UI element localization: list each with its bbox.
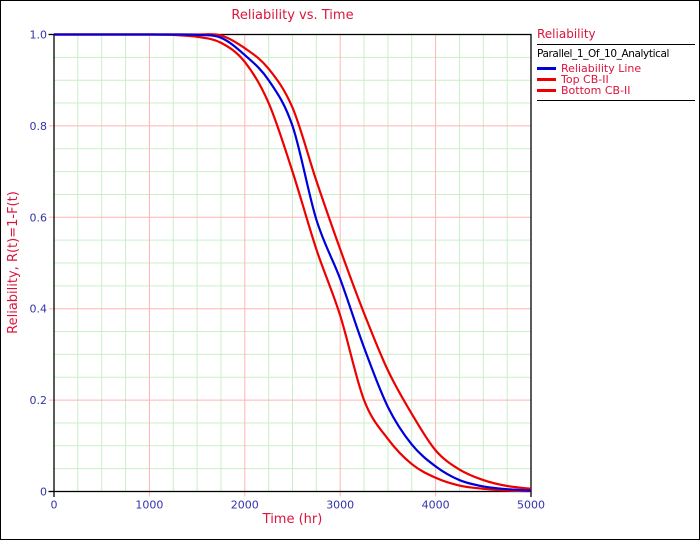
legend-item-bottom-cb: Bottom CB-II — [537, 84, 695, 97]
legend-dataset-name: Parallel_1_Of_10_Analytical — [537, 48, 670, 60]
legend-separator-top — [537, 44, 695, 45]
svg-text:4000: 4000 — [422, 499, 450, 512]
legend-title: Reliability — [537, 27, 596, 41]
legend-separator-bottom — [537, 100, 695, 101]
series-reliability-line — [54, 33, 532, 492]
svg-text:3000: 3000 — [326, 499, 354, 512]
legend-item-label: Reliability Line — [561, 62, 642, 75]
svg-text:5000: 5000 — [517, 499, 545, 512]
legend-item-label: Bottom CB-II — [561, 84, 631, 97]
line-swatch-red — [537, 78, 556, 81]
legend-item-reliability-line: Reliability Line — [537, 62, 695, 75]
legend-item-label: Top CB-II — [561, 73, 609, 86]
line-swatch-blue — [537, 67, 556, 70]
svg-text:1.0: 1.0 — [30, 29, 48, 42]
svg-text:0.2: 0.2 — [30, 394, 48, 407]
line-swatch-red — [537, 89, 556, 92]
y-axis-label: Reliability, R(t)=1-F(t) — [6, 191, 21, 334]
svg-text:0.4: 0.4 — [30, 303, 48, 316]
x-axis-label: Time (hr) — [262, 512, 323, 527]
svg-text:0.6: 0.6 — [30, 211, 48, 224]
svg-text:2000: 2000 — [231, 499, 259, 512]
legend-item-top-cb: Top CB-II — [537, 73, 695, 86]
legend: Reliability Parallel_1_Of_10_Analytical … — [537, 27, 695, 104]
svg-text:0: 0 — [40, 486, 47, 499]
svg-text:0.8: 0.8 — [30, 120, 48, 133]
svg-text:0: 0 — [51, 499, 58, 512]
svg-text:1000: 1000 — [135, 499, 163, 512]
chart-title: Reliability vs. Time — [231, 8, 354, 23]
